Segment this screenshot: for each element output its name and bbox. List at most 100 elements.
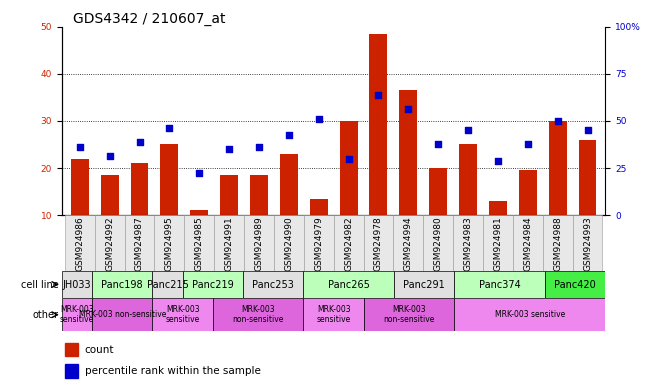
Bar [65, 215, 94, 271]
Bar [244, 215, 274, 271]
Text: GSM924978: GSM924978 [374, 216, 383, 271]
Point [403, 106, 413, 112]
Bar [543, 215, 573, 271]
Text: GSM924992: GSM924992 [105, 216, 114, 271]
Bar [579, 140, 596, 215]
Point [314, 116, 324, 122]
Text: MRK-003
sensitive: MRK-003 sensitive [165, 305, 200, 324]
Text: GSM924986: GSM924986 [76, 216, 84, 271]
Bar [340, 121, 357, 215]
Bar [483, 215, 513, 271]
Text: GSM924995: GSM924995 [165, 216, 174, 271]
Text: percentile rank within the sample: percentile rank within the sample [85, 366, 260, 376]
Text: other: other [33, 310, 59, 320]
Bar [454, 271, 545, 298]
Bar [453, 215, 483, 271]
Point [433, 141, 443, 147]
Text: GSM924984: GSM924984 [523, 216, 533, 271]
Point [582, 127, 592, 134]
Text: GDS4342 / 210607_at: GDS4342 / 210607_at [73, 12, 225, 26]
Bar [519, 170, 536, 215]
Bar [280, 154, 298, 215]
Bar [303, 271, 394, 298]
Text: MRK-003 non-sensitive: MRK-003 non-sensitive [79, 310, 166, 319]
Text: GSM924987: GSM924987 [135, 216, 144, 271]
Bar [454, 298, 605, 331]
Bar [549, 121, 566, 215]
Bar [154, 215, 184, 271]
Point [493, 158, 503, 164]
Point [463, 127, 473, 134]
Bar [393, 215, 423, 271]
Text: GSM924991: GSM924991 [225, 216, 234, 271]
Bar [184, 215, 214, 271]
Bar [489, 201, 507, 215]
Text: MRK-003
non-sensitive: MRK-003 non-sensitive [232, 305, 284, 324]
Bar [513, 215, 543, 271]
Bar [94, 215, 124, 271]
Point [224, 146, 234, 152]
Bar [423, 215, 453, 271]
Text: GSM924990: GSM924990 [284, 216, 294, 271]
Bar [214, 215, 244, 271]
Text: Panc420: Panc420 [555, 280, 596, 290]
Text: GSM924979: GSM924979 [314, 216, 323, 271]
Point [75, 144, 85, 150]
Bar [65, 364, 78, 377]
Text: MRK-003
sensitive: MRK-003 sensitive [316, 305, 351, 324]
Bar [274, 215, 304, 271]
Text: Panc265: Panc265 [328, 280, 370, 290]
Point [194, 170, 204, 176]
Bar [370, 34, 387, 215]
Point [553, 118, 563, 124]
Bar [183, 271, 243, 298]
Bar [399, 90, 417, 215]
Bar [62, 271, 92, 298]
Text: GSM924980: GSM924980 [434, 216, 443, 271]
Bar [304, 215, 333, 271]
Bar [92, 271, 152, 298]
Text: GSM924993: GSM924993 [583, 216, 592, 271]
Text: Panc374: Panc374 [479, 280, 521, 290]
Bar [101, 175, 118, 215]
Bar [333, 215, 363, 271]
Bar [65, 343, 78, 356]
Text: count: count [85, 345, 114, 355]
Text: Panc219: Panc219 [192, 280, 234, 290]
Text: GSM924988: GSM924988 [553, 216, 562, 271]
Bar [573, 215, 602, 271]
Text: Panc198: Panc198 [102, 280, 143, 290]
Text: GSM924981: GSM924981 [493, 216, 503, 271]
Text: GSM924985: GSM924985 [195, 216, 204, 271]
Text: GSM924994: GSM924994 [404, 216, 413, 271]
Point [284, 132, 294, 138]
Bar [160, 144, 178, 215]
Bar [363, 215, 393, 271]
Bar [394, 271, 454, 298]
Bar [220, 175, 238, 215]
Bar [429, 168, 447, 215]
Bar [71, 159, 89, 215]
Point [164, 125, 174, 131]
Bar [303, 298, 364, 331]
Text: GSM924982: GSM924982 [344, 216, 353, 271]
Text: JH033: JH033 [62, 280, 91, 290]
Bar [124, 215, 154, 271]
Point [134, 139, 145, 145]
Bar [364, 298, 454, 331]
Bar [310, 199, 327, 215]
Bar [190, 210, 208, 215]
Bar [152, 298, 213, 331]
Text: Panc253: Panc253 [253, 280, 294, 290]
Text: MRK-003
non-sensitive: MRK-003 non-sensitive [383, 305, 435, 324]
Bar [459, 144, 477, 215]
Text: GSM924989: GSM924989 [255, 216, 264, 271]
Point [254, 144, 264, 150]
Point [343, 156, 353, 162]
Text: GSM924983: GSM924983 [464, 216, 473, 271]
Text: cell line: cell line [21, 280, 59, 290]
Text: MRK-003 sensitive: MRK-003 sensitive [495, 310, 565, 319]
Bar [92, 298, 152, 331]
Point [523, 141, 533, 147]
Bar [250, 175, 268, 215]
